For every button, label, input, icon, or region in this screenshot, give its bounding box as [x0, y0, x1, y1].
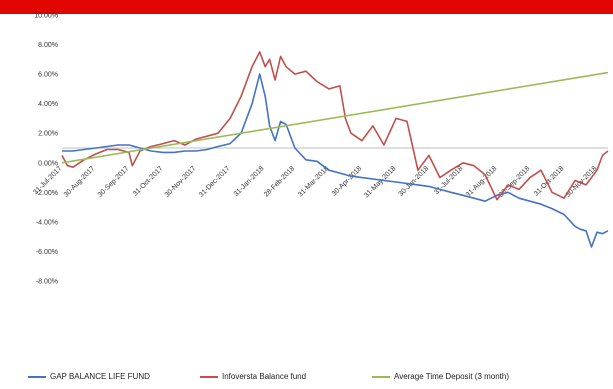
- y-tick-label: 8.00%: [38, 42, 58, 49]
- x-tick-label: 30-Nov-2017: [164, 165, 198, 199]
- y-tick-label: 4.00%: [38, 101, 58, 108]
- legend-swatch-deposit: [372, 375, 390, 378]
- y-tick-label: 6.00%: [38, 72, 58, 79]
- y-tick-label: 2.00%: [38, 131, 58, 138]
- y-tick-label: 10.00%: [34, 13, 58, 20]
- x-tick-label: 31-Oct-2018: [533, 165, 566, 198]
- legend-label-infoversta: Infoversta Balance fund: [222, 372, 307, 381]
- series-line-0: [62, 73, 609, 248]
- y-tick-label: -8.00%: [36, 279, 58, 286]
- x-tick-label: 31-Jan-2018: [233, 165, 266, 198]
- legend-item-infoversta: Infoversta Balance fund: [200, 372, 306, 381]
- x-tick-label: 30-Jun-2018: [398, 165, 431, 198]
- x-tick-label: 30-Nov-2018: [565, 165, 599, 199]
- x-tick-label: 31-Oct-2017: [132, 165, 165, 198]
- x-tick-label: 31-Dec-2017: [198, 165, 232, 199]
- series-line-2: [61, 71, 609, 164]
- legend-item-gap: GAP BALANCE LIFE FUND: [28, 372, 150, 381]
- legend-swatch-infoversta: [200, 375, 218, 378]
- series-line-1: [61, 51, 609, 201]
- x-tick-label: 30-Aug-2017: [63, 165, 97, 199]
- legend-label-gap: GAP BALANCE LIFE FUND: [50, 372, 150, 381]
- y-tick-label: -2.00%: [36, 190, 58, 197]
- y-tick-label: 0.00%: [38, 160, 58, 167]
- header-bar: [0, 0, 613, 14]
- legend-item-deposit: Average Time Deposit (3 month): [372, 372, 509, 381]
- x-tick-label: 28-Feb-2018: [263, 165, 296, 198]
- y-tick-label: -4.00%: [36, 219, 58, 226]
- legend-swatch-gap: [28, 375, 46, 378]
- x-tick-label: 30-Apr-2018: [331, 165, 364, 198]
- x-tick-label: 30-Sep-2017: [97, 165, 131, 199]
- legend-label-deposit: Average Time Deposit (3 month): [394, 372, 510, 381]
- y-tick-label: -6.00%: [36, 249, 58, 256]
- x-tick-label: 31-Mar-2018: [297, 165, 330, 198]
- chart-legend: GAP BALANCE LIFE FUND Infoversta Balance…: [0, 372, 613, 386]
